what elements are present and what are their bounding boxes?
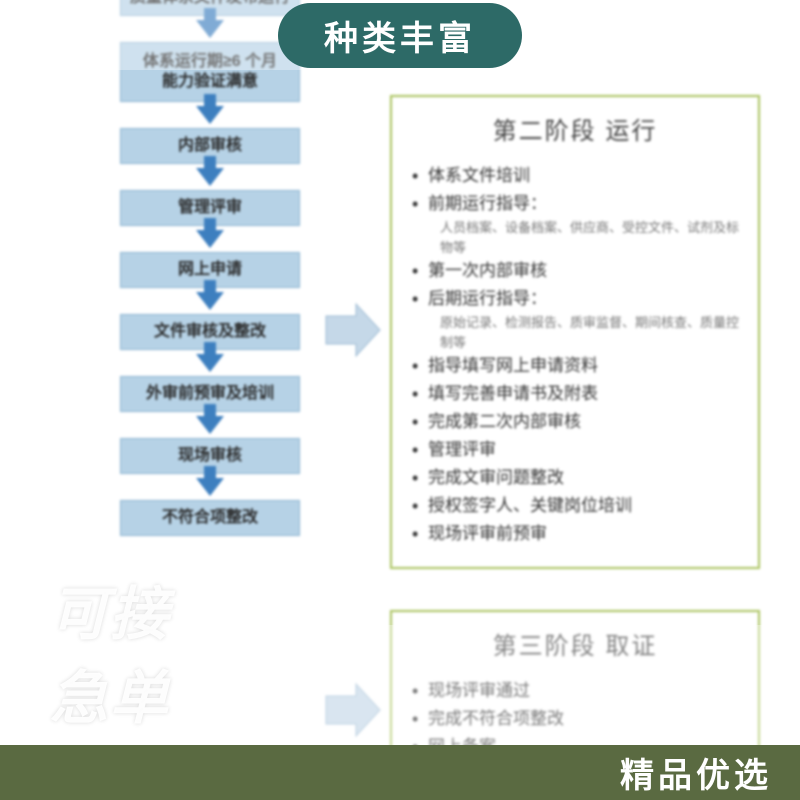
phase-item: 指导填写网上申请资料: [410, 352, 740, 380]
phase-arrow-right-icon: [322, 300, 382, 360]
flow-arrow-down: [196, 478, 224, 496]
flow-arrow-down: [196, 416, 224, 434]
bottom-olive-bar: 精品优选: [0, 745, 800, 800]
phase-item: 管理评审: [410, 436, 740, 464]
phase-item: 第一次内部审核: [410, 257, 740, 285]
phase-item: 现场评审前预审: [410, 520, 740, 548]
phase-item: 完成第二次内部审核: [410, 408, 740, 436]
phase-2-title: 第二阶段 运行: [410, 111, 740, 146]
phase-item: 原始记录、检测报告、质审监督、期间核查、质量控制等: [410, 313, 740, 352]
banner-chip: 种类丰富: [278, 3, 522, 68]
watermark-text: 可接急单: [50, 567, 170, 735]
flow-arrow-down: [196, 354, 224, 372]
footer-label: 精品优选: [620, 748, 772, 797]
flow-box-b9: 不符合项整改: [120, 500, 300, 536]
phase-item: 体系文件培训: [410, 162, 740, 190]
flow-arrow-down: [196, 106, 224, 124]
top-banner: 种类丰富: [0, 0, 800, 70]
flowchart-column: 质量体系文件发布运行体系运行期≥6 个月能力验证满意内部审核管理评审网上申请文件…: [110, 0, 310, 536]
flow-arrow-down: [196, 292, 224, 310]
flow-arrow-down: [196, 230, 224, 248]
phase-2-panel: 第二阶段 运行 体系文件培训前期运行指导：人员档案、设备档案、供应商、受控文件、…: [390, 95, 760, 569]
phase-item: 填写完善申请书及附表: [410, 380, 740, 408]
phase-item: 后期运行指导：: [410, 285, 740, 313]
phase-2-list: 体系文件培训前期运行指导：人员档案、设备档案、供应商、受控文件、试剂及标物等第一…: [410, 162, 740, 549]
phase-item: 完成文审问题整改: [410, 464, 740, 492]
flow-arrow-down: [196, 168, 224, 186]
phase-item: 前期运行指导：: [410, 190, 740, 218]
phase-item: 人员档案、设备档案、供应商、受控文件、试剂及标物等: [410, 218, 740, 257]
phase-item: 授权签字人、关键岗位培训: [410, 492, 740, 520]
